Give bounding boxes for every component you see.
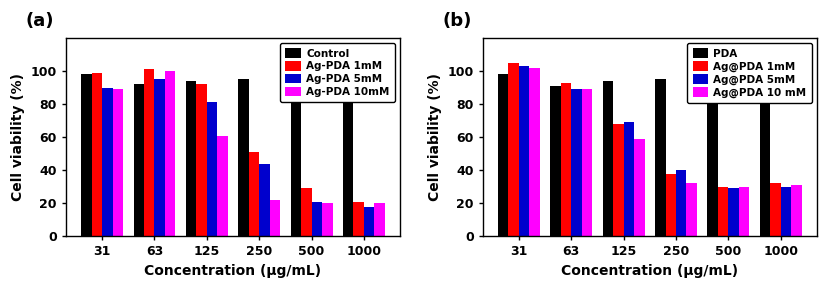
Bar	[259, 164, 270, 236]
Legend: PDA, Ag@PDA 1mM, Ag@PDA 5mM, Ag@PDA 10 mM: PDA, Ag@PDA 1mM, Ag@PDA 5mM, Ag@PDA 10 m…	[686, 43, 810, 103]
Bar	[519, 66, 528, 236]
Bar	[165, 71, 175, 236]
Bar	[311, 202, 322, 236]
Legend: Control, Ag-PDA 1mM, Ag-PDA 5mM, Ag-PDA 10mM: Control, Ag-PDA 1mM, Ag-PDA 5mM, Ag-PDA …	[280, 43, 394, 102]
Bar	[196, 84, 207, 236]
Bar	[769, 184, 780, 236]
Bar	[581, 89, 591, 236]
Bar	[342, 76, 353, 236]
Bar	[144, 69, 155, 236]
Bar	[571, 89, 581, 236]
Y-axis label: Cell viability (%): Cell viability (%)	[11, 73, 25, 201]
Bar	[301, 188, 311, 236]
Bar	[602, 81, 613, 236]
Bar	[238, 79, 248, 236]
Bar	[717, 187, 728, 236]
Bar	[633, 139, 643, 236]
Bar	[81, 74, 92, 236]
Bar	[155, 79, 165, 236]
Bar	[728, 188, 738, 236]
Bar	[497, 74, 508, 236]
Bar	[374, 203, 385, 236]
Bar	[508, 63, 519, 236]
Bar	[248, 152, 259, 236]
Bar	[706, 58, 717, 236]
Bar	[364, 207, 374, 236]
Bar	[528, 68, 539, 236]
Bar	[675, 170, 686, 236]
Bar	[780, 187, 791, 236]
Bar	[112, 89, 123, 236]
Bar	[560, 83, 571, 236]
Bar	[613, 124, 623, 236]
Bar	[623, 122, 633, 236]
Text: (b): (b)	[442, 12, 471, 30]
Bar	[133, 84, 144, 236]
Bar	[186, 81, 196, 236]
Bar	[738, 187, 748, 236]
Bar	[207, 103, 217, 236]
X-axis label: Concentration (μg/mL): Concentration (μg/mL)	[561, 264, 738, 278]
Bar	[102, 88, 112, 236]
Bar	[322, 203, 332, 236]
Bar	[353, 202, 364, 236]
Bar	[665, 173, 675, 236]
Bar	[686, 184, 696, 236]
X-axis label: Concentration (μg/mL): Concentration (μg/mL)	[144, 264, 321, 278]
Bar	[290, 58, 301, 236]
Bar	[550, 86, 560, 236]
Bar	[92, 73, 102, 236]
Bar	[654, 79, 665, 236]
Y-axis label: Cell viability (%): Cell viability (%)	[428, 73, 442, 201]
Bar	[759, 76, 769, 236]
Bar	[217, 136, 227, 236]
Bar	[791, 185, 801, 236]
Text: (a): (a)	[26, 12, 55, 30]
Bar	[270, 200, 280, 236]
